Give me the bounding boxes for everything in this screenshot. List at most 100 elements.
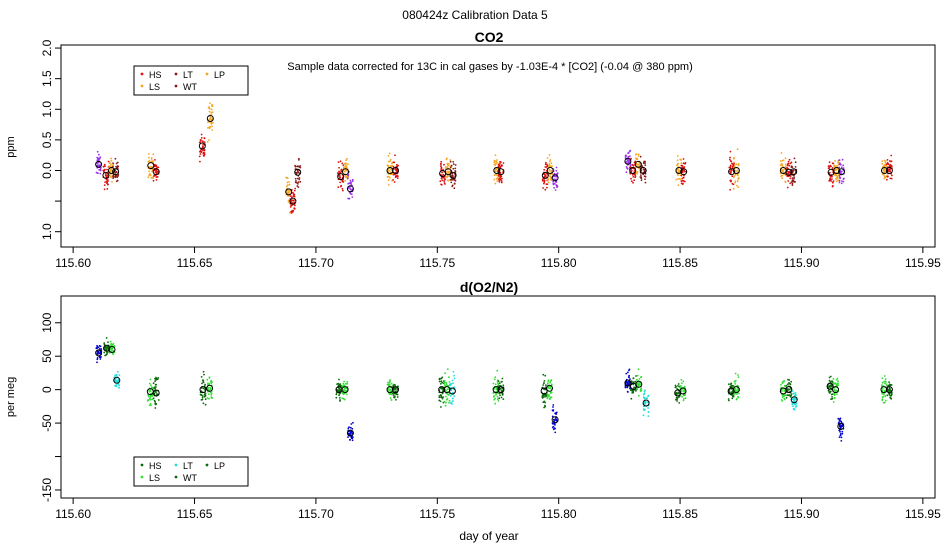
- o2n2-data-point: [544, 374, 547, 377]
- o2n2-data-point: [494, 376, 497, 379]
- co2-legend-marker-ls: [140, 84, 144, 88]
- co2-data-point: [147, 160, 150, 163]
- o2n2-data-point: [548, 398, 551, 401]
- o2n2-data-point: [103, 351, 106, 354]
- o2n2-data-point: [493, 395, 495, 398]
- o2n2-data-point: [838, 429, 841, 432]
- co2-data-point: [677, 174, 679, 177]
- o2n2-data-point: [643, 396, 645, 398]
- o2n2-data-point: [833, 397, 836, 400]
- co2-data-point: [729, 150, 732, 153]
- o2n2-data-point: [351, 427, 354, 430]
- o2n2-data-point: [453, 374, 455, 377]
- o2n2-data-point: [446, 388, 449, 390]
- co2-data-point: [681, 166, 684, 169]
- o2n2-data-point: [438, 380, 441, 383]
- o2n2-data-point: [449, 394, 452, 397]
- o2n2-data-point: [676, 398, 678, 401]
- o2n2-data-point: [154, 407, 157, 409]
- co2-data-point: [292, 191, 294, 194]
- o2n2-data-point: [452, 400, 454, 402]
- co2-data-point: [640, 174, 642, 177]
- o2n2-mean-marker: [95, 349, 103, 357]
- o2n2-mean-marker: [497, 386, 505, 394]
- co2-data-point: [838, 181, 841, 184]
- co2-data-point: [199, 139, 202, 141]
- o2n2-plot-frame: [60, 295, 936, 499]
- o2n2-data-point: [682, 399, 685, 402]
- co2-data-point: [643, 168, 645, 171]
- o2n2-data-point: [444, 384, 446, 387]
- co2-data-point: [499, 174, 502, 177]
- co2-data-point: [152, 153, 155, 156]
- o2n2-data-point: [794, 398, 797, 401]
- o2n2-data-point: [149, 403, 152, 405]
- co2-data-point: [890, 165, 893, 168]
- co2-data-point: [108, 161, 111, 164]
- o2n2-data-point: [208, 377, 211, 379]
- o2n2-data-point: [884, 395, 887, 398]
- co2-data-point: [345, 159, 347, 162]
- co2-data-point: [441, 179, 444, 182]
- co2-x-tick-label: 115.85: [662, 256, 698, 270]
- o2n2-data-point: [543, 400, 546, 403]
- co2-data-point: [831, 176, 833, 178]
- co2-data-point: [114, 157, 117, 160]
- co2-data-point: [791, 182, 794, 185]
- co2-mean-marker: [785, 168, 793, 176]
- co2-data-point: [298, 177, 301, 179]
- o2n2-data-point: [683, 390, 686, 392]
- co2-data-point: [681, 177, 684, 180]
- o2n2-data-point: [107, 341, 109, 343]
- co2-mean-marker: [493, 167, 501, 174]
- co2-data-point: [625, 154, 627, 157]
- o2n2-data-point: [729, 385, 732, 388]
- co2-data-point: [881, 162, 884, 165]
- o2n2-data-point: [636, 374, 639, 377]
- co2-data-point: [883, 164, 886, 167]
- o2n2-data-point: [390, 393, 392, 395]
- co2-data-point: [288, 183, 291, 186]
- co2-legend-box: [133, 65, 249, 96]
- co2-data-point: [546, 186, 548, 189]
- o2n2-data-point: [626, 381, 628, 384]
- o2n2-data-point: [203, 373, 205, 376]
- o2n2-data-point: [795, 405, 798, 407]
- co2-data-point: [547, 178, 550, 180]
- o2n2-data-point: [501, 377, 504, 380]
- o2n2-chart-title: d(O2/N2): [460, 279, 518, 295]
- o2n2-mean-marker: [826, 382, 834, 390]
- co2-data-point: [295, 171, 298, 174]
- co2-mean-marker: [95, 160, 103, 168]
- co2-data-point: [110, 176, 113, 178]
- co2-data-point: [451, 185, 453, 188]
- co2-data-point: [836, 165, 839, 167]
- co2-data-point: [346, 157, 348, 160]
- co2-data-point: [147, 176, 150, 179]
- o2n2-data-point: [350, 423, 353, 425]
- co2-data-point: [103, 163, 106, 166]
- co2-annotation: Sample data corrected for 13C in cal gas…: [287, 61, 693, 73]
- o2n2-data-point: [551, 409, 554, 412]
- o2n2-data-point: [549, 380, 552, 383]
- o2n2-data-point: [339, 384, 342, 387]
- o2n2-data-point: [830, 380, 833, 383]
- co2-y-tick-label: 2.0: [40, 39, 54, 56]
- co2-data-point: [548, 181, 550, 184]
- o2n2-data-point: [829, 375, 832, 378]
- co2-data-point: [640, 169, 643, 172]
- co2-data-point: [791, 179, 794, 181]
- co2-x-tick-label: 115.75: [419, 256, 455, 270]
- o2n2-data-point: [447, 394, 450, 396]
- o2n2-data-point: [840, 436, 843, 439]
- co2-data-point: [96, 150, 99, 153]
- o2n2-data-point: [884, 382, 886, 385]
- o2n2-data-point: [634, 380, 637, 383]
- o2n2-data-point: [680, 382, 683, 384]
- o2n2-data-point: [201, 379, 204, 382]
- o2n2-data-point: [737, 395, 739, 398]
- co2-data-point: [684, 170, 686, 173]
- co2-data-point: [440, 167, 443, 170]
- co2-data-point: [543, 181, 546, 184]
- o2n2-data-point: [448, 381, 451, 383]
